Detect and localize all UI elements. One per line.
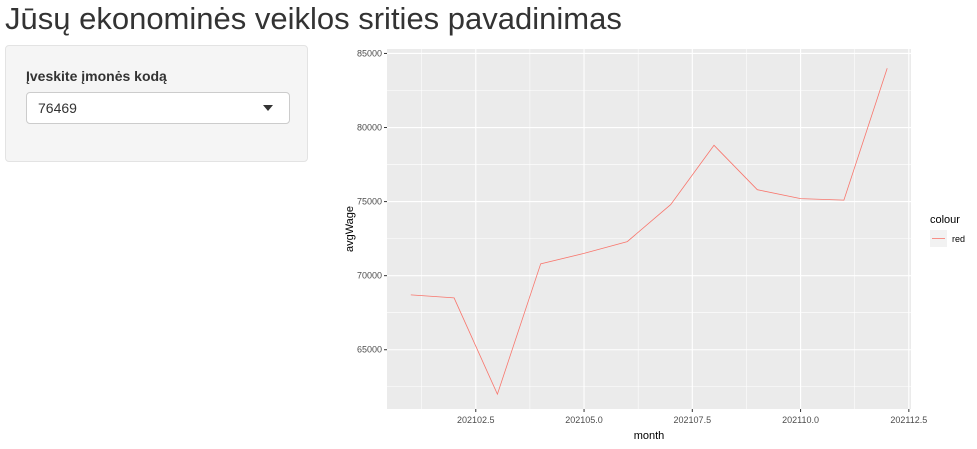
x-tick-label: 202112.5 — [890, 415, 927, 425]
x-tick-label: 202110.0 — [782, 415, 819, 425]
wage-line-chart: 202102.5 202105.0 202107.5 202110.0 202112.5… — [344, 48, 965, 442]
grid-major-lines — [387, 49, 911, 409]
x-tick-label: 202105.0 — [565, 415, 603, 425]
y-tick-label: 70000 — [357, 271, 382, 281]
x-tick-label: 202107.5 — [674, 415, 712, 425]
legend-title: colour — [930, 214, 960, 226]
grid-minor-lines — [387, 49, 911, 409]
caret-down-icon — [263, 105, 273, 111]
legend-entry-label: red — [952, 234, 965, 244]
company-code-select[interactable]: 76469 — [26, 92, 290, 124]
x-axis: 202102.5 202105.0 202107.5 202110.0 202112.5 — [457, 409, 927, 425]
x-tick-label: 202102.5 — [457, 415, 495, 425]
company-code-select-value: 76469 — [38, 100, 77, 116]
series-layer — [410, 68, 888, 396]
y-axis-title: avgWage — [344, 206, 356, 252]
y-axis: 65000 70000 75000 80000 85000 — [357, 48, 387, 355]
y-tick-label: 65000 — [357, 345, 382, 355]
page-title: Jūsų ekonominės veiklos srities pavadini… — [5, 1, 622, 36]
legend-entries: red — [930, 230, 965, 247]
y-tick-label: 80000 — [357, 123, 382, 133]
plot-panel — [387, 49, 911, 409]
sidebar-panel: Įveskite įmonės kodą 76469 — [5, 45, 308, 162]
legend: colour red — [930, 214, 965, 247]
y-tick-label: 85000 — [357, 48, 382, 58]
series-line-red — [410, 68, 888, 396]
company-code-label: Įveskite įmonės kodą — [26, 68, 167, 84]
x-axis-title: month — [634, 430, 665, 442]
y-tick-label: 75000 — [357, 197, 382, 207]
